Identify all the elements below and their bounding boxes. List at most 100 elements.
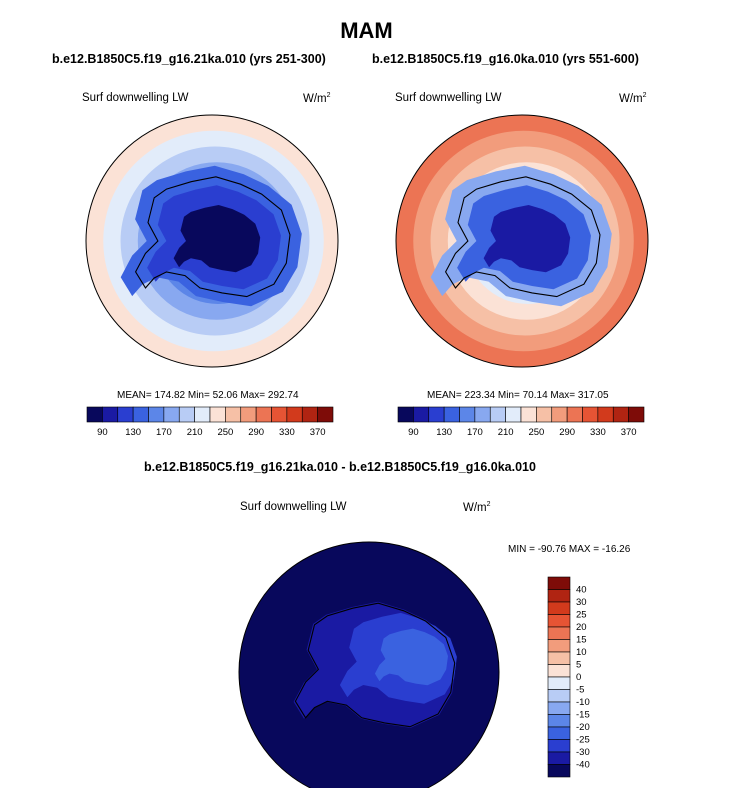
panel1-colorbar-tick-6: 330 [279, 427, 295, 438]
panel1-boundary [85, 114, 339, 368]
diff-colorbar-tick-9: -10 [576, 697, 590, 708]
panel2-colorbar-cell-8 [520, 406, 537, 423]
panel1-colorbar-cell-10 [240, 406, 257, 423]
panel1-colorbar-cell-11 [255, 406, 272, 423]
panel1-colorbar-cell-14 [301, 406, 318, 423]
panel1-colorbar-tick-1: 130 [125, 427, 141, 438]
panel1-colorbar-cell-9 [225, 406, 242, 423]
diff-colorbar-cell-5 [547, 639, 571, 653]
figure-title: MAM [340, 18, 393, 43]
diff-colorbar-cell-9 [547, 689, 571, 703]
diff-colorbar-tick-5: 10 [576, 647, 587, 658]
diff-colorbar-cell-3 [547, 614, 571, 628]
diff-colorbar-tick-2: 25 [576, 610, 587, 621]
panel2-colorbar-cell-11 [566, 406, 583, 423]
diff-colorbar-cell-7 [547, 664, 571, 678]
panel1-colorbar-cell-3 [132, 406, 149, 423]
panel2-colorbar-cell-14 [612, 406, 629, 423]
panel1-colorbar-cell-1 [102, 406, 119, 423]
panel1-colorbar-cell-13 [286, 406, 303, 423]
diff-colorbar-cell-6 [547, 651, 571, 665]
panel2-colorbar-tick-3: 210 [498, 427, 514, 438]
panel2-colorbar-tick-2: 170 [467, 427, 483, 438]
diff-colorbar-tick-10: -15 [576, 710, 590, 721]
diff-colorbar-cell-15 [547, 764, 571, 778]
panel1-colorbar-tick-4: 250 [217, 427, 233, 438]
panel1-colorbar-cell-5 [163, 406, 180, 423]
diff-field [239, 542, 499, 788]
panel2-stats: MEAN= 223.34 Min= 70.14 Max= 317.05 [427, 390, 609, 401]
diff-colorbar-tick-8: -5 [576, 685, 584, 696]
panel1-zone-7 [173, 205, 261, 273]
diff-colorbar-tick-6: 5 [576, 660, 581, 671]
panel1-colorbar-cell-12 [271, 406, 288, 423]
diff-colorbar-tick-0: 40 [576, 585, 587, 596]
panel1-colorbar-tick-5: 290 [248, 427, 264, 438]
panel1-colorbar-cell-0 [86, 406, 103, 423]
panel1-coastline [134, 176, 291, 298]
panel2-colorbar-cell-15 [628, 406, 645, 423]
diff-colorbar-cell-0 [547, 576, 571, 590]
panel1-units: W/m2 [303, 92, 331, 105]
panel1-colorbar-cell-8 [209, 406, 226, 423]
panel1-colorbar-cell-15 [317, 406, 334, 423]
panel1-case-title: b.e12.B1850C5.f19_g16.21ka.010 (yrs 251-… [52, 52, 326, 66]
panel2-colorbar-cell-1 [413, 406, 430, 423]
diff-colorbar-tick-13: -30 [576, 747, 590, 758]
panel2-units: W/m2 [619, 92, 647, 105]
diff-zone-3 [374, 628, 448, 686]
panel1-colorbar-tick-7: 370 [310, 427, 326, 438]
diff-colorbar-cell-8 [547, 676, 571, 690]
panel2-colorbar-cell-0 [397, 406, 414, 423]
panel2-case-title: b.e12.B1850C5.f19_g16.0ka.010 (yrs 551-6… [372, 52, 639, 66]
panel2-colorbar-tick-7: 370 [621, 427, 637, 438]
diff-boundary [238, 541, 500, 788]
diff-colorbar-tick-1: 30 [576, 597, 587, 608]
panel2-colorbar-cell-12 [582, 406, 599, 423]
panel2-colorbar-tick-4: 250 [528, 427, 544, 438]
diff-colorbar-cell-12 [547, 726, 571, 740]
panel2-colorbar-tick-0: 90 [408, 427, 419, 438]
panel2-colorbar-cell-10 [551, 406, 568, 423]
panel2-colorbar-cell-9 [536, 406, 553, 423]
diff-colorbar-tick-11: -20 [576, 722, 590, 733]
panel1-colorbar-tick-2: 170 [156, 427, 172, 438]
panel1-colorbar-tick-0: 90 [97, 427, 108, 438]
panel2-colorbar-cell-7 [505, 406, 522, 423]
panel2-colorbar-cell-5 [474, 406, 491, 423]
panel1-field [86, 115, 338, 367]
panel1-colorbar-tick-3: 210 [187, 427, 203, 438]
panel2-zone-7 [483, 205, 571, 273]
panel1-stats: MEAN= 174.82 Min= 52.06 Max= 292.74 [117, 390, 299, 401]
diff-variable-label: Surf downwelling LW [240, 501, 347, 513]
diff-colorbar-cell-10 [547, 701, 571, 715]
panel2-colorbar-cell-3 [443, 406, 460, 423]
panel1-colorbar-cell-6 [178, 406, 195, 423]
panel2-colorbar-cell-4 [459, 406, 476, 423]
diff-title: b.e12.B1850C5.f19_g16.21ka.010 - b.e12.B… [144, 460, 536, 474]
diff-colorbar-cell-11 [547, 714, 571, 728]
diff-colorbar-tick-4: 15 [576, 635, 587, 646]
diff-minmax: MIN = -90.76 MAX = -16.26 [508, 544, 631, 555]
diff-colorbar-cell-1 [547, 589, 571, 603]
panel1-variable-label: Surf downwelling LW [82, 92, 189, 104]
panel2-colorbar-cell-2 [428, 406, 445, 423]
panel2-coastline [444, 176, 601, 298]
panel1-colorbar-cell-4 [148, 406, 165, 423]
panel2-variable-label: Surf downwelling LW [395, 92, 502, 104]
diff-colorbar-tick-12: -25 [576, 735, 590, 746]
panel2-colorbar-cell-6 [489, 406, 506, 423]
diff-coastline [294, 602, 456, 728]
panel1-colorbar-cell-2 [117, 406, 134, 423]
diff-units: W/m2 [463, 501, 491, 514]
diff-colorbar-cell-14 [547, 751, 571, 765]
panel2-boundary [395, 114, 649, 368]
diff-colorbar-tick-3: 20 [576, 622, 587, 633]
panel2-colorbar-tick-1: 130 [436, 427, 452, 438]
diff-colorbar-cell-4 [547, 626, 571, 640]
diff-colorbar-cell-13 [547, 739, 571, 753]
panel1-colorbar-cell-7 [194, 406, 211, 423]
diff-colorbar-tick-7: 0 [576, 672, 581, 683]
diff-colorbar-tick-14: -40 [576, 760, 590, 771]
